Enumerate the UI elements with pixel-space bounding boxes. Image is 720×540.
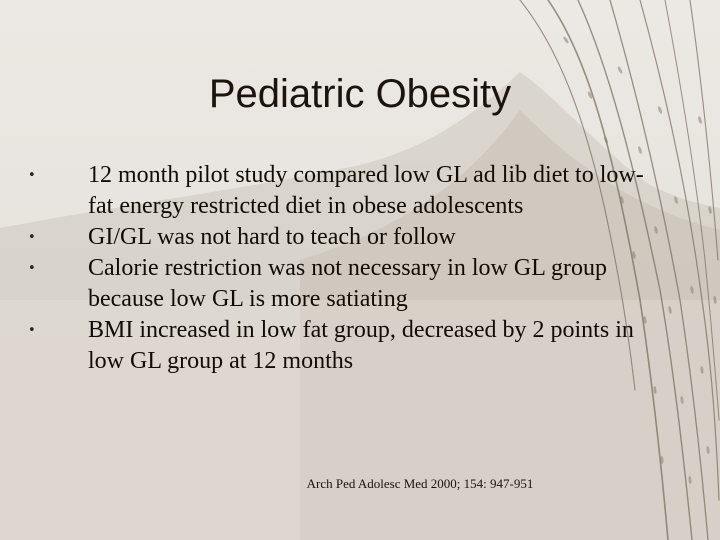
bullet-item: • GI/GL was not hard to teach or follow — [0, 222, 668, 253]
bullet-icon: • — [28, 168, 36, 183]
bullet-list: • 12 month pilot study compared low GL a… — [0, 160, 720, 377]
bullet-icon: • — [28, 261, 36, 276]
bullet-item: • BMI increased in low fat group, decrea… — [0, 315, 668, 377]
bullet-text: Calorie restriction was not necessary in… — [88, 255, 607, 312]
mountain-shadow — [300, 110, 720, 540]
bullet-item: • 12 month pilot study compared low GL a… — [0, 160, 668, 222]
bullet-text: BMI increased in low fat group, decrease… — [88, 317, 634, 374]
bullet-text: GI/GL was not hard to teach or follow — [88, 224, 456, 250]
bullet-item: • Calorie restriction was not necessary … — [0, 253, 668, 315]
bullet-icon: • — [28, 230, 36, 245]
willow-leaves — [563, 36, 717, 484]
citation: Arch Ped Adolesc Med 2000; 154: 947-951 — [306, 476, 534, 491]
slide-title: Pediatric Obesity — [208, 72, 512, 116]
bullet-icon: • — [28, 323, 36, 338]
willow-branches — [519, 0, 720, 540]
mountain-silhouette — [0, 72, 720, 540]
bullet-text: 12 month pilot study compared low GL ad … — [88, 162, 644, 219]
